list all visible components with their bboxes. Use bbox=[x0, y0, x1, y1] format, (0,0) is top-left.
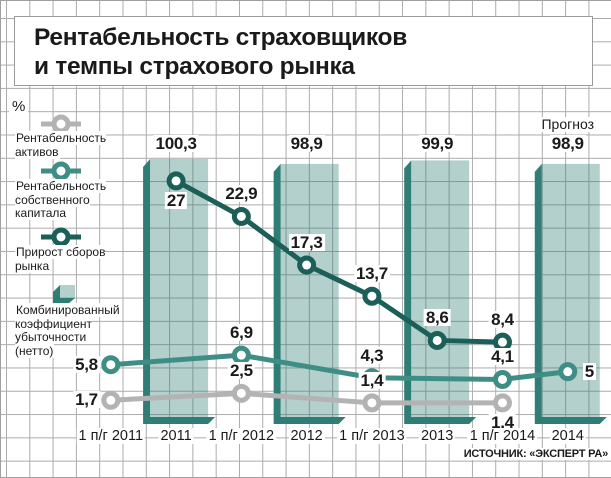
x-axis-label: 2014 bbox=[549, 428, 586, 444]
combined-ratio-bar bbox=[411, 160, 470, 417]
bar-3d-edge bbox=[534, 163, 607, 424]
data-point-marker bbox=[101, 355, 121, 375]
point-value-label: 1,4 bbox=[358, 370, 386, 390]
data-point-marker bbox=[297, 255, 317, 275]
series-line bbox=[174, 178, 503, 345]
chart-title-line2: и темпы страхового рынка bbox=[34, 53, 355, 80]
roe-line-icon bbox=[41, 161, 81, 181]
point-value-label: 17,3 bbox=[288, 233, 325, 252]
chart-title-line1: Рентабельность страховщиков bbox=[34, 24, 407, 51]
premium-growth-line-icon bbox=[41, 227, 81, 247]
x-axis-label: 1 п/г 2011 bbox=[76, 428, 146, 444]
data-point-marker bbox=[492, 332, 512, 352]
data-point-marker bbox=[231, 345, 251, 365]
point-value-label: 13,7 bbox=[353, 264, 390, 284]
combined-ratio-bar-icon bbox=[53, 285, 75, 304]
data-point-marker bbox=[427, 330, 447, 350]
bar-value-label: 98,9 bbox=[549, 134, 586, 153]
x-axis-label: 1 п/г 2014 bbox=[467, 428, 538, 444]
point-value-label: 4,1 bbox=[489, 347, 516, 367]
bar-3d-edge bbox=[143, 159, 216, 424]
legend-label-combined-ratio: Комбинированный коэффициент убыточности … bbox=[15, 303, 120, 358]
roa-line-icon bbox=[41, 114, 81, 134]
series-line bbox=[110, 352, 569, 382]
point-value-label: 5 bbox=[582, 361, 596, 381]
series-line bbox=[110, 390, 503, 406]
point-value-label: 5,8 bbox=[73, 354, 100, 374]
data-point-marker bbox=[362, 393, 382, 413]
point-value-label: 1,4 bbox=[489, 412, 516, 432]
bar-value-label: 98,9 bbox=[288, 134, 325, 153]
combined-ratio-bar bbox=[150, 159, 209, 417]
data-point-marker bbox=[362, 368, 382, 388]
bar-3d-edge bbox=[273, 163, 346, 424]
legend-label-growth: Прирост сборов рынка bbox=[15, 245, 106, 273]
data-point-marker bbox=[362, 286, 382, 306]
point-value-label: 27 bbox=[164, 190, 188, 210]
point-value-label: 8,6 bbox=[423, 308, 451, 328]
combined-ratio-bar bbox=[280, 163, 339, 417]
point-value-label: 2,5 bbox=[227, 361, 255, 381]
title-box: Рентабельность страховщиков и темпы стра… bbox=[14, 16, 593, 86]
x-axis-label: 2011 bbox=[158, 428, 194, 444]
point-value-label: 1,7 bbox=[73, 390, 100, 410]
data-point-marker bbox=[492, 393, 512, 413]
x-axis-label: 1 п/г 2013 bbox=[337, 428, 407, 444]
legend-label-roe: Рентабельность собственного капитала bbox=[15, 179, 107, 220]
data-point-marker bbox=[231, 206, 251, 226]
data-point-marker bbox=[231, 383, 251, 403]
data-point-marker bbox=[492, 369, 512, 389]
point-value-label: 8,4 bbox=[489, 310, 516, 330]
x-axis-label: 2013 bbox=[419, 428, 456, 444]
source-credit: ИСТОЧНИК: «ЭКСПЕРТ РА» bbox=[461, 448, 610, 460]
bar-3d-edge bbox=[404, 160, 477, 424]
x-axis-label: 1 п/г 2012 bbox=[206, 428, 277, 444]
point-value-label: 22,9 bbox=[223, 184, 260, 204]
point-value-label: 4,3 bbox=[358, 345, 386, 365]
bar-value-label: 100,3 bbox=[153, 134, 199, 153]
x-axis-label: 2012 bbox=[288, 428, 325, 444]
forecast-annotation: Прогноз bbox=[539, 116, 597, 132]
bar-value-label: 99,9 bbox=[419, 134, 456, 153]
point-value-label: 6,9 bbox=[227, 323, 255, 343]
combined-ratio-bar bbox=[541, 163, 600, 417]
y-axis-unit: % bbox=[9, 98, 29, 115]
data-point-marker bbox=[558, 362, 578, 382]
data-point-marker bbox=[166, 171, 186, 191]
legend-label-roa: Рентабельность активов bbox=[15, 131, 107, 159]
data-point-marker bbox=[101, 390, 121, 410]
